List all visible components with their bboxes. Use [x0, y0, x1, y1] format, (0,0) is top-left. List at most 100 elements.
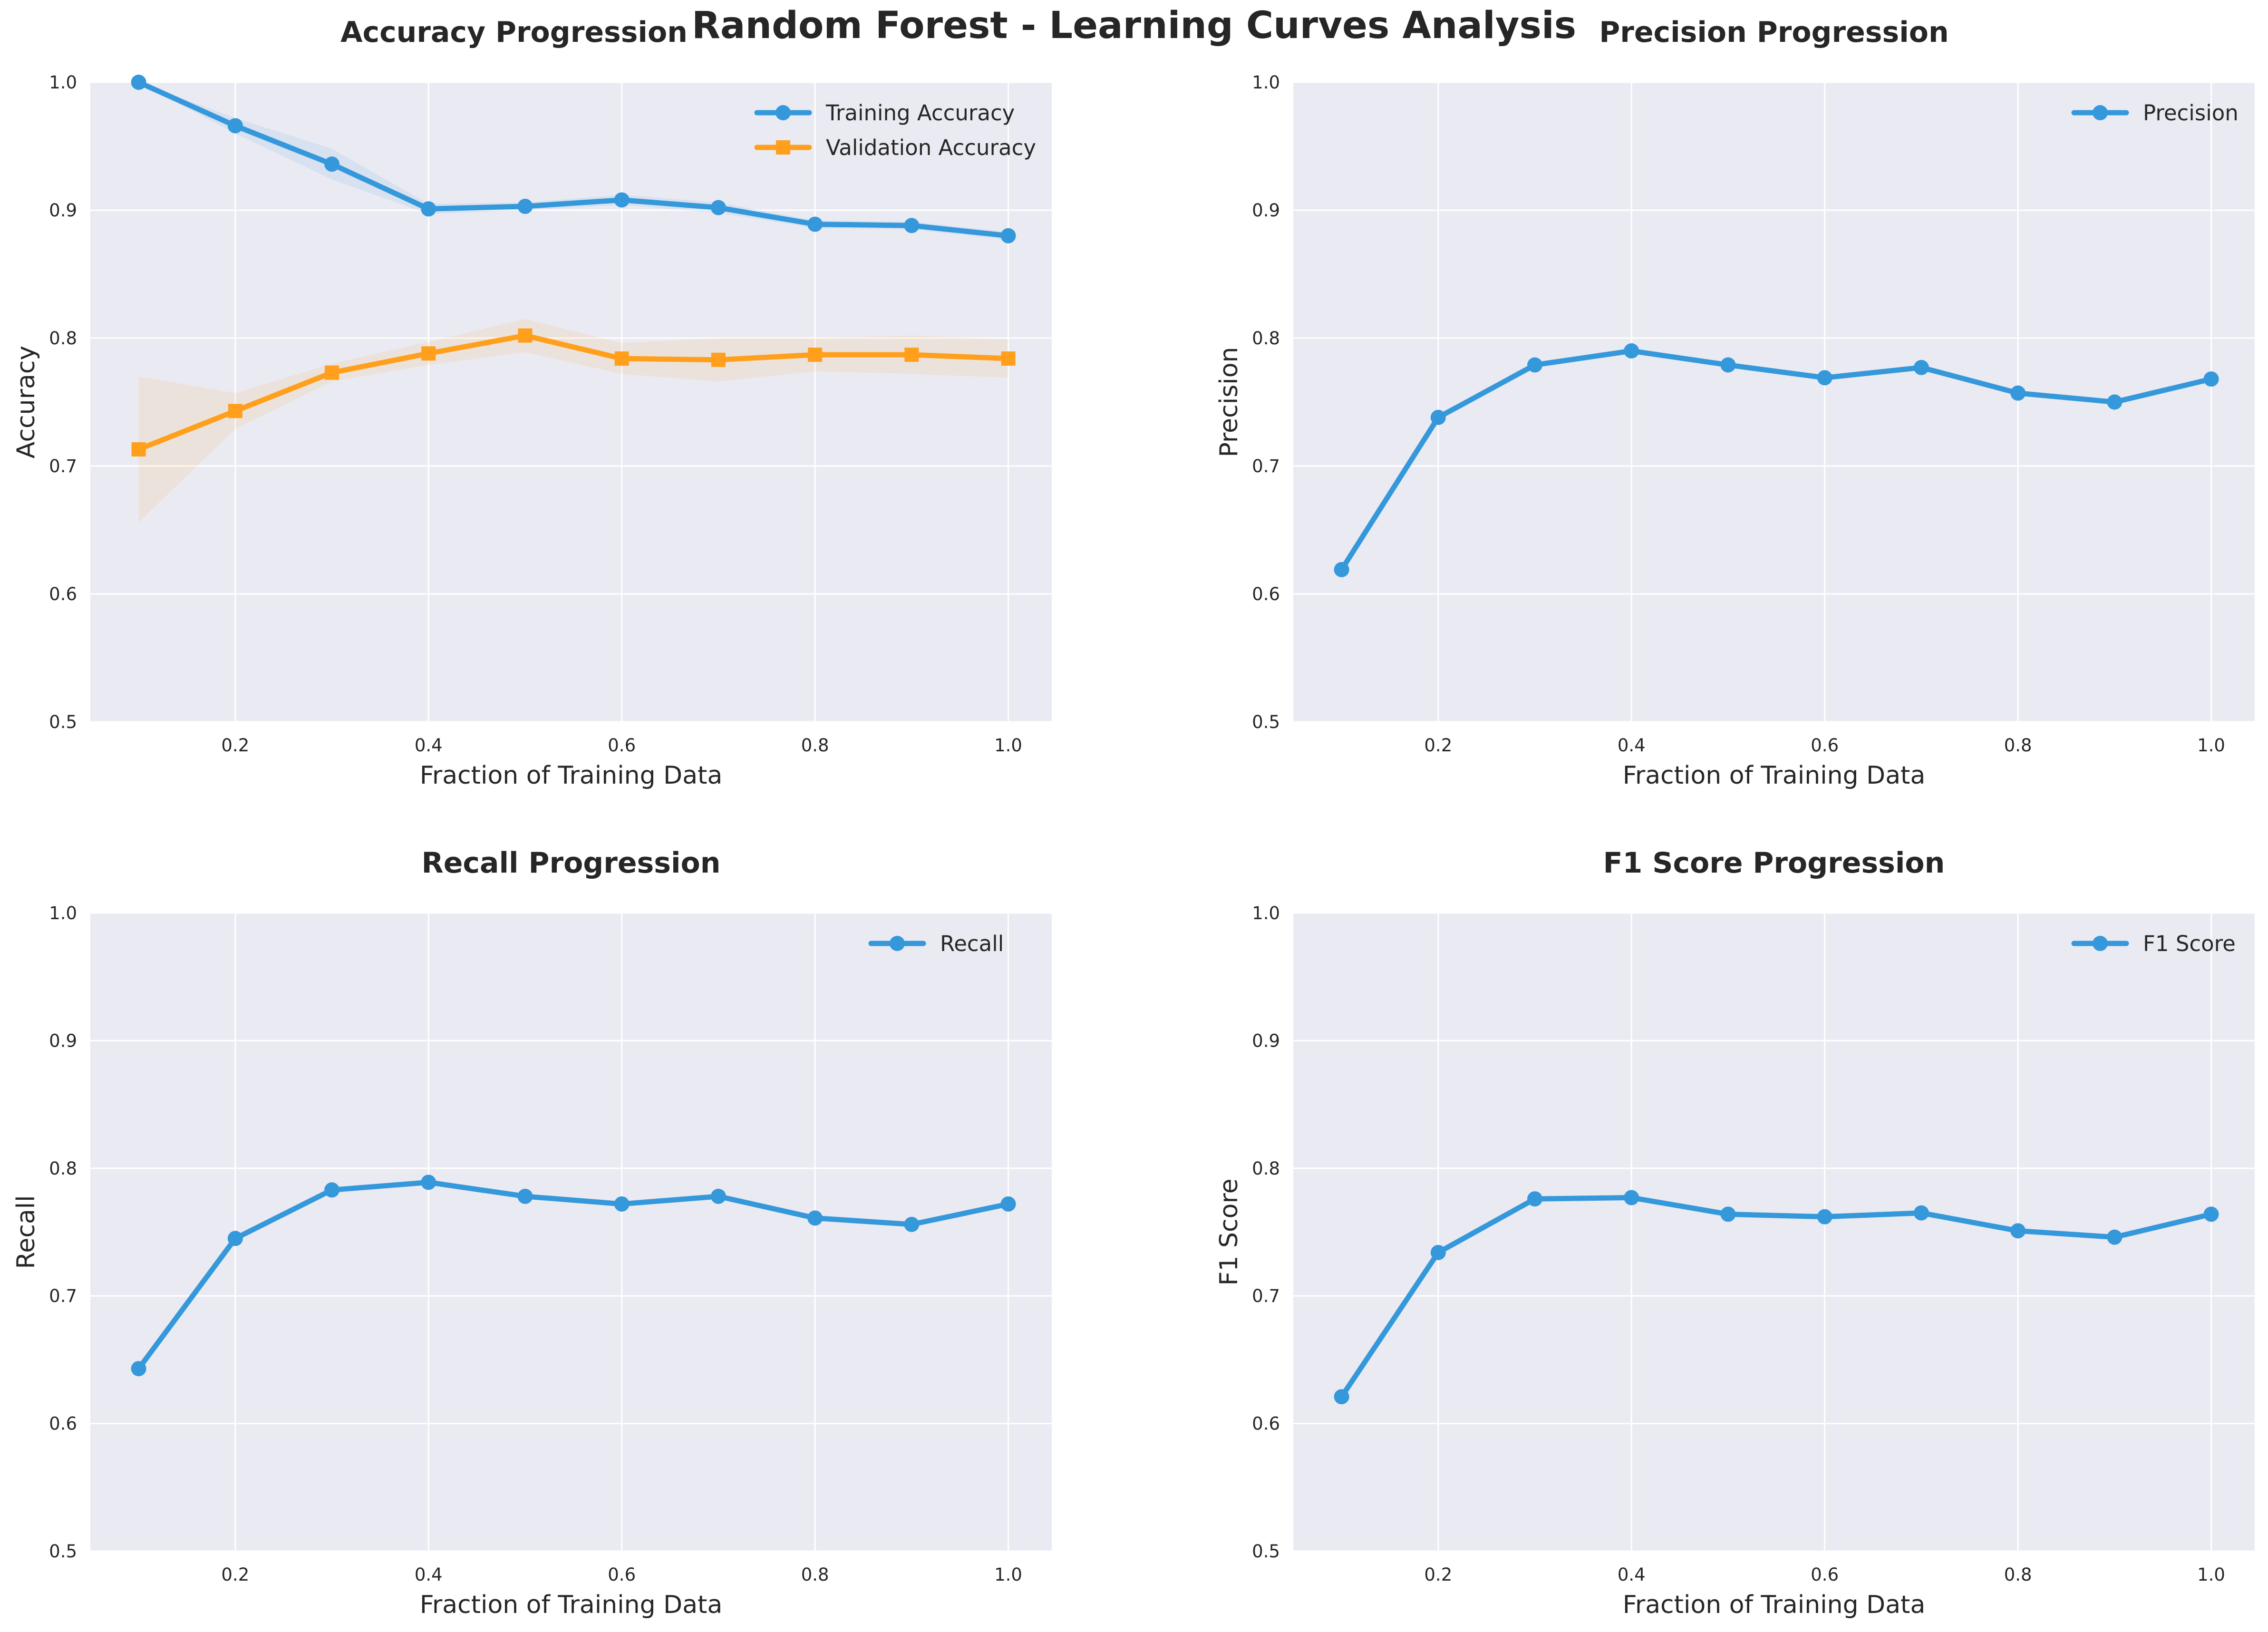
- series-layer: [136, 1179, 1011, 1371]
- x-tick-label: 1.0: [2197, 1564, 2225, 1585]
- subplot-title: Precision Progression: [1599, 16, 1948, 49]
- legend-marker: [2093, 105, 2108, 120]
- data-point: [614, 1196, 630, 1212]
- data-point: [421, 1175, 436, 1190]
- legend-label: Recall: [940, 931, 1004, 956]
- data-point: [1817, 370, 1832, 386]
- series-layer: [1339, 348, 2214, 573]
- subplot-4: 0.5 0.6 0.7 0.8 0.9 1.0 0.2 0.4 0.6 0.8 1.0 Fractio…: [1215, 846, 2255, 1619]
- plot-area: [1293, 913, 2255, 1551]
- figure-suptitle: Random Forest - Learning Curves Analysis: [692, 4, 1576, 47]
- y-tick-label: 0.8: [49, 328, 77, 349]
- data-point: [710, 1188, 726, 1204]
- data-point: [1000, 1196, 1016, 1212]
- y-tick-label: 0.9: [49, 200, 77, 221]
- data-point: [2010, 1223, 2026, 1239]
- legend: Recall: [868, 931, 1004, 956]
- subplot-title: Recall Progression: [422, 846, 721, 880]
- data-point: [2203, 371, 2219, 387]
- y-tick-label: 0.5: [49, 712, 77, 732]
- data-point: [1624, 343, 1639, 359]
- data-point: [227, 1231, 243, 1246]
- plot-area: [90, 82, 1052, 722]
- data-point: [517, 198, 533, 214]
- x-tick-label: 0.8: [801, 735, 829, 756]
- subplot-title: Accuracy Progression: [340, 16, 688, 49]
- data-point: [324, 1182, 340, 1198]
- data-point: [2107, 394, 2123, 410]
- y-tick-label: 1.0: [1252, 903, 1280, 923]
- data-point: [518, 328, 533, 343]
- x-tick-label: 1.0: [994, 1564, 1022, 1585]
- legend-label: F1 Score: [2143, 931, 2236, 956]
- data-point: [1000, 228, 1016, 243]
- subplot-grid: 0.5 0.6 0.7 0.8 0.9 1.0 0.2 0.4 0.6 0.8 1.0 Fractio…: [12, 16, 2255, 1619]
- data-point: [1720, 1206, 1736, 1222]
- series-line: [136, 1179, 1011, 1371]
- y-tick-label: 0.7: [1252, 456, 1280, 476]
- y-tick-label: 1.0: [49, 903, 77, 923]
- subplot-3: 0.5 0.6 0.7 0.8 0.9 1.0 0.2 0.4 0.6 0.8 1.0 Fractio…: [12, 846, 1052, 1619]
- data-point: [131, 1361, 146, 1377]
- legend-marker: [776, 140, 790, 155]
- legend-marker: [775, 105, 791, 120]
- data-point: [325, 365, 339, 380]
- legend-label: Precision: [2143, 100, 2239, 126]
- x-tick-label: 0.2: [1424, 735, 1452, 756]
- x-tick-label: 0.2: [221, 735, 249, 756]
- confidence-band: [138, 82, 1008, 240]
- legend: Training Accuracy Validation Accuracy: [754, 100, 1036, 160]
- y-tick-label: 0.6: [1252, 1414, 1280, 1434]
- data-point: [1334, 562, 1349, 577]
- data-point: [1527, 357, 1543, 373]
- data-point: [808, 347, 823, 362]
- subplot-2: 0.5 0.6 0.7 0.8 0.9 1.0 0.2 0.4 0.6 0.8 1.0 Fractio…: [1215, 16, 2255, 790]
- data-point: [324, 156, 340, 172]
- gridlines: [1293, 912, 2255, 1552]
- subplot-title: F1 Score Progression: [1603, 846, 1945, 880]
- x-tick-label: 0.8: [801, 1564, 829, 1585]
- data-point: [1334, 1389, 1349, 1405]
- data-point: [131, 75, 146, 90]
- data-point: [1817, 1209, 1832, 1224]
- x-tick-label: 1.0: [2197, 735, 2225, 756]
- data-point: [614, 192, 630, 208]
- y-tick-label: 0.6: [49, 1414, 77, 1434]
- data-point: [421, 201, 436, 217]
- y-tick-label: 0.9: [1252, 1030, 1280, 1051]
- x-tick-label: 0.4: [1618, 1564, 1646, 1585]
- x-axis-label: Fraction of Training Data: [420, 761, 723, 790]
- data-point: [1720, 357, 1736, 373]
- legend: F1 Score: [2071, 931, 2236, 956]
- series-layer: [136, 79, 1011, 523]
- data-point: [227, 118, 243, 134]
- series-line: [1339, 348, 2214, 573]
- y-tick-label: 0.9: [49, 1030, 77, 1051]
- x-tick-label: 0.6: [608, 1564, 636, 1585]
- y-tick-label: 0.5: [1252, 712, 1280, 732]
- series-line: [136, 79, 1011, 239]
- x-axis-label: Fraction of Training Data: [420, 1591, 723, 1619]
- gridlines: [90, 81, 1052, 723]
- series-layer: [1339, 1195, 2214, 1399]
- y-tick-label: 0.9: [1252, 200, 1280, 221]
- y-axis-label: Accuracy: [12, 346, 40, 458]
- data-point: [904, 218, 920, 233]
- legend-marker: [890, 936, 905, 951]
- data-point: [2010, 385, 2026, 401]
- legend-marker: [2093, 936, 2108, 951]
- data-point: [1430, 409, 1446, 425]
- y-tick-label: 0.8: [1252, 1158, 1280, 1179]
- y-tick-label: 0.7: [1252, 1286, 1280, 1306]
- y-tick-label: 0.7: [49, 1286, 77, 1306]
- y-axis-label: F1 Score: [1215, 1178, 1243, 1285]
- series-line: [136, 333, 1011, 452]
- data-point: [807, 1210, 823, 1226]
- data-point: [904, 1216, 920, 1232]
- data-point: [1001, 351, 1016, 366]
- y-tick-label: 0.6: [1252, 584, 1280, 604]
- x-tick-label: 0.2: [1424, 1564, 1452, 1585]
- y-axis-label: Precision: [1215, 347, 1243, 457]
- data-point: [2107, 1229, 2123, 1245]
